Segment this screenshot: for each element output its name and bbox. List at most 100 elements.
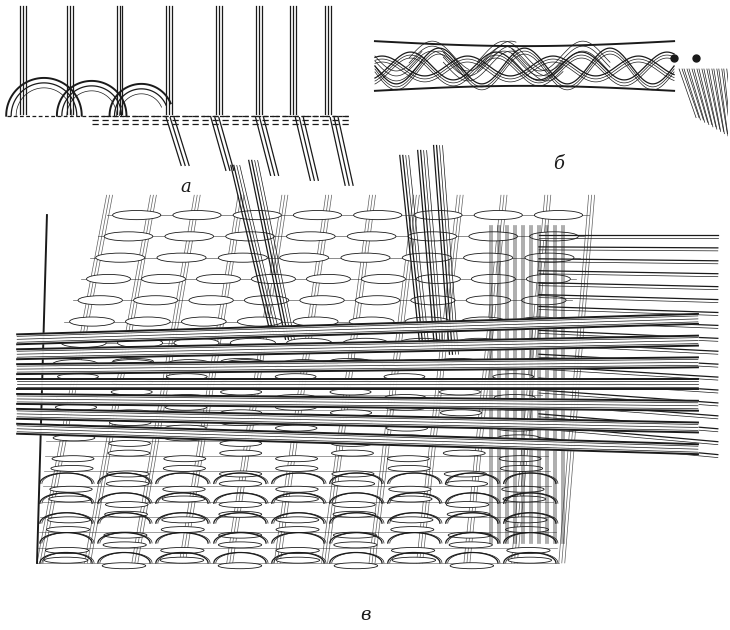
- Ellipse shape: [182, 317, 226, 326]
- Ellipse shape: [51, 466, 93, 471]
- Polygon shape: [17, 379, 698, 389]
- Ellipse shape: [226, 232, 274, 241]
- Ellipse shape: [113, 358, 153, 364]
- Ellipse shape: [110, 410, 152, 416]
- Ellipse shape: [162, 517, 204, 523]
- Ellipse shape: [280, 360, 326, 369]
- Ellipse shape: [104, 532, 147, 538]
- Ellipse shape: [237, 317, 282, 326]
- Ellipse shape: [466, 295, 510, 305]
- Ellipse shape: [47, 527, 90, 532]
- Ellipse shape: [45, 557, 88, 563]
- Ellipse shape: [389, 496, 432, 502]
- Ellipse shape: [361, 275, 405, 284]
- Ellipse shape: [445, 471, 486, 477]
- Ellipse shape: [385, 394, 426, 401]
- Ellipse shape: [329, 358, 370, 364]
- Ellipse shape: [54, 425, 96, 431]
- Ellipse shape: [275, 394, 316, 401]
- Ellipse shape: [107, 471, 149, 477]
- Ellipse shape: [307, 275, 350, 284]
- Ellipse shape: [502, 486, 544, 492]
- Ellipse shape: [491, 364, 532, 370]
- Ellipse shape: [389, 486, 431, 492]
- Ellipse shape: [110, 420, 151, 425]
- Ellipse shape: [334, 532, 377, 538]
- Ellipse shape: [493, 374, 534, 380]
- Ellipse shape: [391, 547, 434, 553]
- Ellipse shape: [276, 547, 319, 553]
- Ellipse shape: [189, 295, 234, 305]
- Ellipse shape: [402, 253, 451, 262]
- Ellipse shape: [275, 435, 318, 441]
- Ellipse shape: [383, 364, 424, 370]
- Ellipse shape: [56, 394, 98, 401]
- Text: а: а: [181, 178, 191, 197]
- Ellipse shape: [300, 295, 345, 305]
- Ellipse shape: [388, 455, 429, 462]
- Ellipse shape: [163, 486, 205, 492]
- Ellipse shape: [78, 295, 123, 305]
- Ellipse shape: [112, 379, 153, 385]
- Ellipse shape: [416, 275, 461, 284]
- Polygon shape: [17, 357, 698, 374]
- Ellipse shape: [388, 466, 430, 471]
- Polygon shape: [17, 394, 698, 411]
- Ellipse shape: [506, 527, 548, 532]
- Ellipse shape: [347, 232, 396, 241]
- Ellipse shape: [276, 455, 318, 462]
- Ellipse shape: [110, 360, 155, 369]
- Ellipse shape: [219, 501, 261, 508]
- Ellipse shape: [218, 563, 261, 569]
- Ellipse shape: [504, 517, 547, 523]
- Ellipse shape: [333, 512, 376, 517]
- Ellipse shape: [69, 317, 115, 326]
- Ellipse shape: [218, 532, 261, 538]
- Ellipse shape: [233, 210, 281, 220]
- Ellipse shape: [55, 404, 96, 410]
- Ellipse shape: [343, 338, 388, 347]
- Ellipse shape: [440, 410, 482, 416]
- Ellipse shape: [331, 450, 374, 456]
- Polygon shape: [17, 336, 698, 359]
- Ellipse shape: [166, 360, 212, 369]
- Ellipse shape: [45, 547, 88, 553]
- Ellipse shape: [52, 455, 94, 462]
- Ellipse shape: [165, 232, 214, 241]
- Ellipse shape: [223, 360, 269, 369]
- Ellipse shape: [47, 517, 91, 523]
- Ellipse shape: [439, 389, 480, 395]
- Ellipse shape: [160, 557, 204, 563]
- Ellipse shape: [166, 404, 207, 410]
- Text: в: в: [360, 605, 370, 624]
- Ellipse shape: [341, 253, 390, 262]
- Ellipse shape: [276, 496, 318, 502]
- Ellipse shape: [503, 496, 545, 502]
- Ellipse shape: [501, 466, 542, 471]
- Ellipse shape: [525, 253, 574, 262]
- Ellipse shape: [414, 210, 462, 220]
- Ellipse shape: [499, 455, 541, 462]
- Ellipse shape: [161, 547, 204, 553]
- Ellipse shape: [394, 360, 439, 369]
- Ellipse shape: [293, 210, 342, 220]
- Ellipse shape: [512, 338, 558, 347]
- Ellipse shape: [392, 557, 436, 563]
- Ellipse shape: [219, 512, 261, 517]
- Ellipse shape: [332, 471, 374, 477]
- Ellipse shape: [494, 394, 535, 401]
- Ellipse shape: [276, 466, 318, 471]
- Ellipse shape: [472, 275, 515, 284]
- Ellipse shape: [103, 542, 146, 548]
- Ellipse shape: [104, 512, 147, 517]
- Ellipse shape: [164, 435, 206, 441]
- Ellipse shape: [356, 295, 400, 305]
- Ellipse shape: [275, 364, 315, 370]
- Ellipse shape: [167, 364, 207, 370]
- Ellipse shape: [332, 481, 374, 487]
- Ellipse shape: [276, 517, 319, 523]
- Ellipse shape: [293, 317, 338, 326]
- Ellipse shape: [220, 379, 261, 385]
- Ellipse shape: [496, 425, 538, 431]
- Ellipse shape: [218, 253, 267, 262]
